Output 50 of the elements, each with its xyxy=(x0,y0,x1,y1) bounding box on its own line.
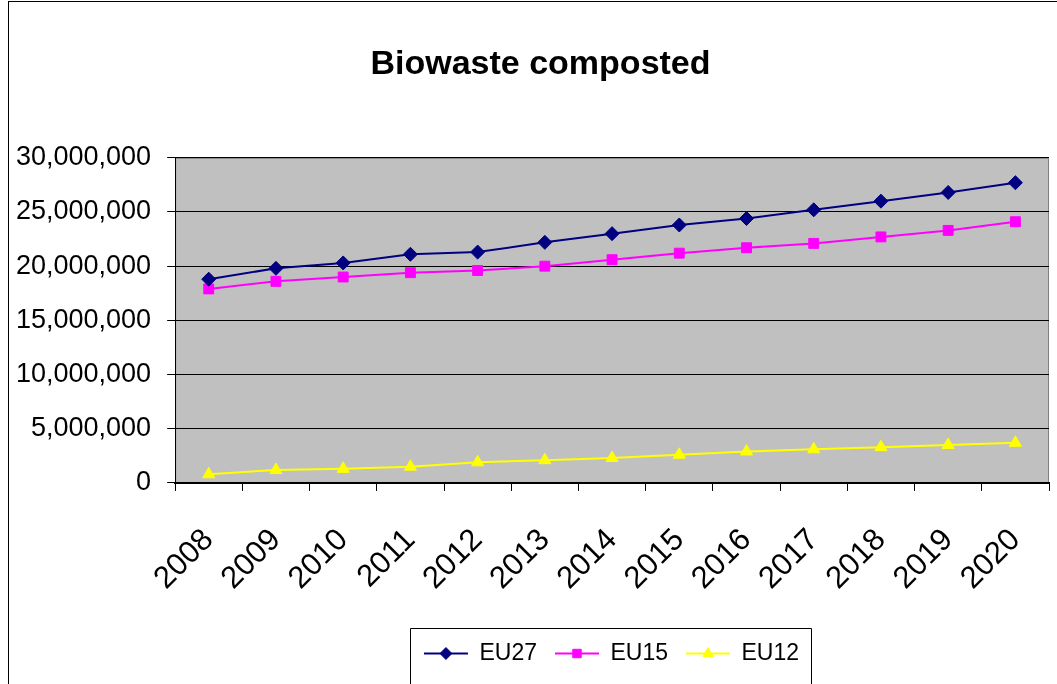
point xyxy=(472,265,484,276)
legend-label: EU27 xyxy=(479,638,537,665)
legend-label: EU15 xyxy=(610,638,669,665)
point xyxy=(1009,216,1021,228)
point xyxy=(471,454,485,467)
y-tick-label: 15,000,000 xyxy=(15,303,152,334)
point xyxy=(604,226,620,242)
point xyxy=(403,459,417,471)
point xyxy=(539,260,551,272)
point xyxy=(808,237,820,249)
point xyxy=(203,283,215,295)
y-tick-label: 10,000,000 xyxy=(15,358,152,389)
point xyxy=(270,275,282,287)
point xyxy=(268,260,284,276)
point xyxy=(202,466,216,479)
point xyxy=(942,224,954,236)
point xyxy=(470,244,486,260)
point xyxy=(741,242,752,254)
legend-label: EU12 xyxy=(741,638,800,665)
y-tick-label: 5,000,000 xyxy=(31,412,152,443)
point xyxy=(672,447,686,459)
point xyxy=(875,231,887,243)
y-tick-label: 30,000,000 xyxy=(15,141,152,172)
point xyxy=(1008,435,1022,447)
y-tick-label: 20,000,000 xyxy=(15,249,152,280)
point xyxy=(538,452,552,465)
chart-title: Biowaste composted xyxy=(370,42,711,81)
point xyxy=(807,441,821,454)
point xyxy=(1007,175,1023,191)
point xyxy=(874,439,888,452)
point xyxy=(537,234,553,250)
point xyxy=(941,437,955,449)
point xyxy=(201,271,217,287)
point xyxy=(873,193,889,209)
point xyxy=(335,255,351,271)
point xyxy=(337,271,349,283)
point xyxy=(739,210,755,226)
point xyxy=(605,450,619,463)
y-tick-label: 0 xyxy=(136,466,152,497)
point xyxy=(671,217,687,233)
point xyxy=(806,202,822,218)
point xyxy=(940,184,956,200)
point xyxy=(606,254,618,266)
point xyxy=(739,444,754,456)
point xyxy=(673,247,685,259)
point xyxy=(404,267,416,279)
point xyxy=(336,461,350,473)
point xyxy=(402,246,418,262)
point xyxy=(269,462,283,474)
y-tick-label: 25,000,000 xyxy=(15,195,152,226)
